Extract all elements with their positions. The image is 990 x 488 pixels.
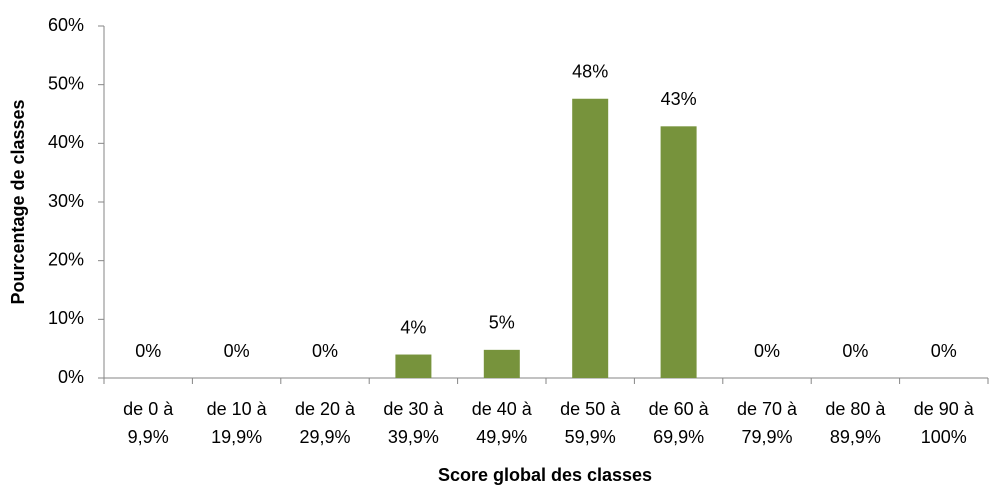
x-tick-label: 59,9%: [565, 427, 616, 447]
x-tick-label: de 80 à: [825, 399, 886, 419]
data-label: 5%: [489, 313, 515, 333]
data-label: 0%: [135, 341, 161, 361]
y-tick-label: 0%: [58, 367, 84, 387]
bar: [660, 126, 697, 378]
data-label: 43%: [661, 89, 697, 109]
y-tick-label: 60%: [48, 15, 84, 35]
y-tick-label: 30%: [48, 191, 84, 211]
x-tick-label: de 70 à: [737, 399, 798, 419]
data-label: 4%: [400, 317, 426, 337]
x-tick-label: 39,9%: [388, 427, 439, 447]
x-tick-label: 100%: [921, 427, 967, 447]
x-tick-label: de 90 à: [914, 399, 975, 419]
data-label: 0%: [224, 341, 250, 361]
x-tick-label: 69,9%: [653, 427, 704, 447]
x-tick-label: 9,9%: [128, 427, 169, 447]
x-tick-label: 79,9%: [741, 427, 792, 447]
x-tick-label: de 30 à: [383, 399, 444, 419]
bar: [572, 98, 609, 378]
y-tick-label: 10%: [48, 308, 84, 328]
data-label: 0%: [754, 341, 780, 361]
y-tick-label: 40%: [48, 132, 84, 152]
data-label: 0%: [931, 341, 957, 361]
x-tick-label: 19,9%: [211, 427, 262, 447]
x-tick-label: 49,9%: [476, 427, 527, 447]
data-label: 48%: [572, 61, 608, 81]
bar: [483, 349, 520, 378]
y-axis-title: Pourcentage de classes: [8, 99, 28, 304]
x-tick-label: de 10 à: [207, 399, 268, 419]
y-tick-label: 20%: [48, 249, 84, 269]
data-label: 0%: [312, 341, 338, 361]
y-tick-label: 50%: [48, 73, 84, 93]
x-axis-title: Score global des classes: [438, 465, 652, 485]
data-label: 0%: [842, 341, 868, 361]
x-tick-label: de 50 à: [560, 399, 621, 419]
x-tick-label: de 40 à: [472, 399, 533, 419]
x-tick-label: de 0 à: [123, 399, 174, 419]
x-tick-label: de 20 à: [295, 399, 356, 419]
bar: [395, 354, 432, 378]
x-tick-label: 89,9%: [830, 427, 881, 447]
x-tick-label: de 60 à: [649, 399, 710, 419]
x-tick-label: 29,9%: [299, 427, 350, 447]
